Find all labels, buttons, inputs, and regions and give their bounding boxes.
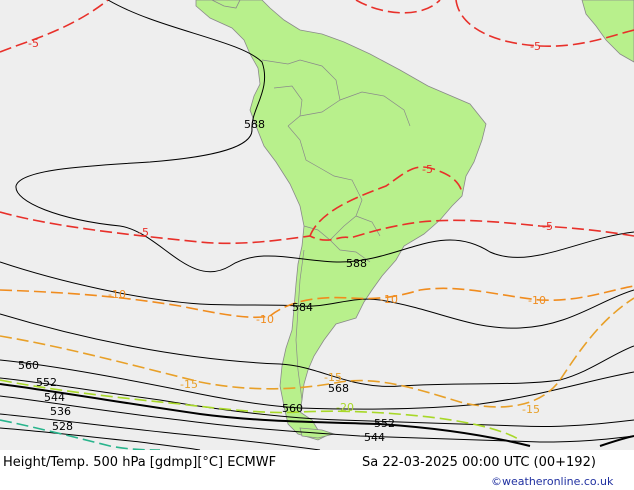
temperature-labels: -5 -5 -5 -5 -5 -10 -10 -10 -10 -15 -15 -…	[28, 37, 553, 416]
height-label: 560	[282, 402, 303, 415]
temp-label: -10	[108, 288, 126, 301]
height-label: 568	[328, 382, 349, 395]
temp-minus5-mid	[0, 211, 634, 245]
africa-land	[581, 0, 634, 63]
height-label: 588	[346, 257, 367, 270]
height-contours	[0, 0, 634, 451]
footer-bar	[0, 450, 634, 490]
temp-label: -5	[422, 163, 433, 176]
contour-560	[0, 359, 634, 410]
temp-minus25	[0, 419, 161, 451]
south-america-land	[195, 0, 487, 441]
temp-label: -10	[256, 313, 274, 326]
temp-minus5-north	[0, 0, 109, 53]
height-label: 584	[292, 301, 313, 314]
temp-label: -15	[522, 403, 540, 416]
footer-datetime: Sa 22-03-2025 00:00 UTC (00+192)	[362, 455, 596, 470]
height-label: 536	[50, 405, 71, 418]
temperature-contours	[0, 0, 634, 451]
temp-label: -15	[324, 371, 342, 384]
height-label: 552	[374, 417, 395, 430]
temp-minus10	[0, 285, 634, 319]
height-label: 544	[44, 391, 65, 404]
contour-bold-east	[599, 435, 634, 447]
height-label: 544	[364, 431, 385, 444]
contour-552	[0, 377, 634, 428]
height-label: 528	[52, 420, 73, 433]
temp-minus15	[0, 297, 634, 408]
land-masses	[195, 0, 634, 441]
contour-584-east	[379, 289, 634, 329]
temp-label: -5	[542, 220, 553, 233]
temp-label: -10	[528, 294, 546, 307]
contour-544	[0, 395, 634, 443]
temp-label: -15	[180, 378, 198, 391]
height-label: 560	[18, 359, 39, 372]
temp-label: -20	[336, 401, 354, 414]
height-label: 552	[36, 376, 57, 389]
height-labels: 588 588 584 568 560 560 552 552 544 544 …	[18, 118, 395, 444]
temp-minus5-north-east	[355, 0, 441, 14]
temp-minus5-ne2	[455, 0, 634, 47]
contour-588-upper	[15, 0, 634, 273]
contour-552-bold	[0, 383, 531, 447]
credit-link[interactable]: ©weatheronline.co.uk	[491, 475, 614, 488]
contour-568	[0, 313, 634, 387]
temp-label: -5	[138, 226, 149, 239]
temp-minus20	[0, 379, 521, 441]
contour-584	[0, 261, 381, 307]
temp-label: -10	[380, 293, 398, 306]
contour-528	[0, 427, 201, 451]
central-america-land	[211, 0, 241, 9]
temp-label: -5	[28, 37, 39, 50]
height-label: 588	[244, 118, 265, 131]
country-borders	[261, 59, 411, 401]
temp-label: -5	[530, 40, 541, 53]
contour-536	[0, 413, 321, 451]
temp-minus5-bulge	[309, 166, 463, 237]
footer-title: Height/Temp. 500 hPa [gdmp][°C] ECMWF	[3, 455, 276, 470]
